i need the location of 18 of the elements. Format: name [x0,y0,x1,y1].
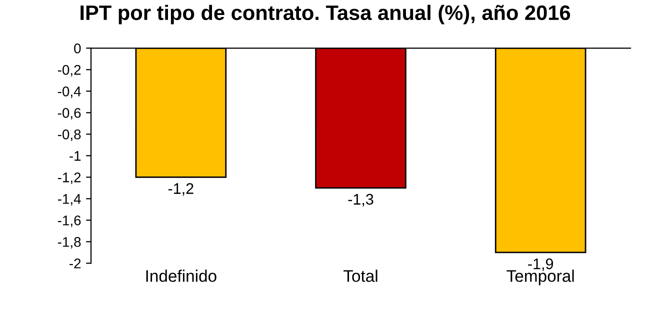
y-tick-label: -1,2 [58,172,81,184]
y-tick-label: -0,2 [58,64,81,76]
chart-title: IPT por tipo de contrato. Tasa anual (%), año 2016 [80,4,570,24]
data-label: -1,2 [168,183,194,196]
y-tick-label: -0,8 [58,130,81,141]
y-tick-label: 0 [74,43,81,54]
y-tick-label: -1,8 [58,237,81,249]
x-tick-label: Temporal [506,270,574,286]
data-label: -1,3 [348,194,374,207]
y-tick-label: -0,4 [58,86,81,98]
data-label: -1,9 [528,258,554,272]
y-tick-label: -0,6 [58,108,81,120]
y-tick-label: -1 [70,151,81,161]
y-tick-label: -1,6 [58,216,81,228]
y-tick-label: -1,4 [58,194,81,206]
x-tick-label: Total [344,270,378,282]
y-tick-label: -2 [70,258,81,268]
x-tick-label: Indefinido [146,270,216,282]
